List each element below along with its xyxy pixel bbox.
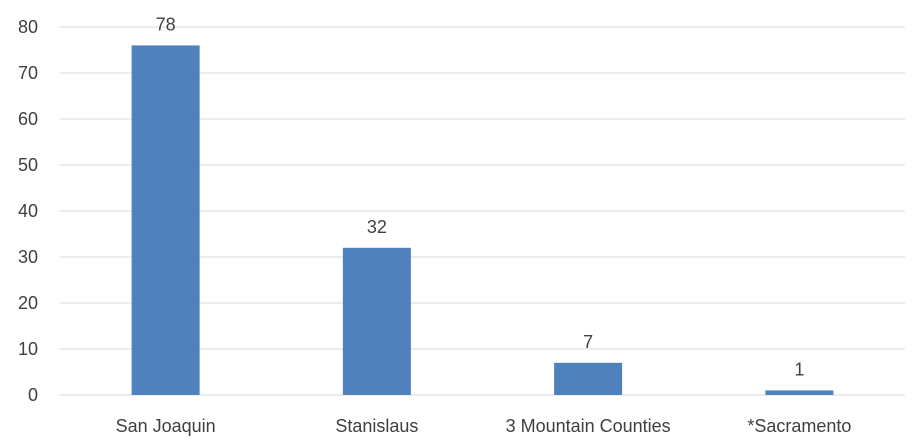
data-label: 32 <box>367 217 387 237</box>
y-tick-label: 50 <box>18 155 38 175</box>
category-label: Stanislaus <box>335 416 418 436</box>
data-label: 1 <box>794 359 804 379</box>
data-label: 7 <box>583 332 593 352</box>
category-labels: San Joaquin Stanislaus 3 Mountain Counties… <box>116 416 852 436</box>
category-label: San Joaquin <box>116 416 216 436</box>
y-axis-tick-labels: 0 10 20 30 40 50 60 70 80 <box>18 17 38 405</box>
y-tick-label: 30 <box>18 247 38 267</box>
data-label: 78 <box>156 14 176 34</box>
category-label: 3 Mountain Counties <box>506 416 671 436</box>
y-tick-label: 60 <box>18 109 38 129</box>
category-label: *Sacramento <box>747 416 851 436</box>
bar <box>554 362 623 395</box>
bar <box>131 45 200 396</box>
data-labels: 78 32 7 1 <box>156 14 805 379</box>
y-tick-label: 20 <box>18 293 38 313</box>
bar <box>765 390 834 395</box>
bars <box>131 45 834 396</box>
y-tick-label: 10 <box>18 339 38 359</box>
y-tick-label: 40 <box>18 201 38 221</box>
y-tick-label: 0 <box>28 385 38 405</box>
bar <box>342 247 411 395</box>
y-tick-label: 80 <box>18 17 38 37</box>
y-tick-label: 70 <box>18 63 38 83</box>
gridlines <box>60 26 905 396</box>
